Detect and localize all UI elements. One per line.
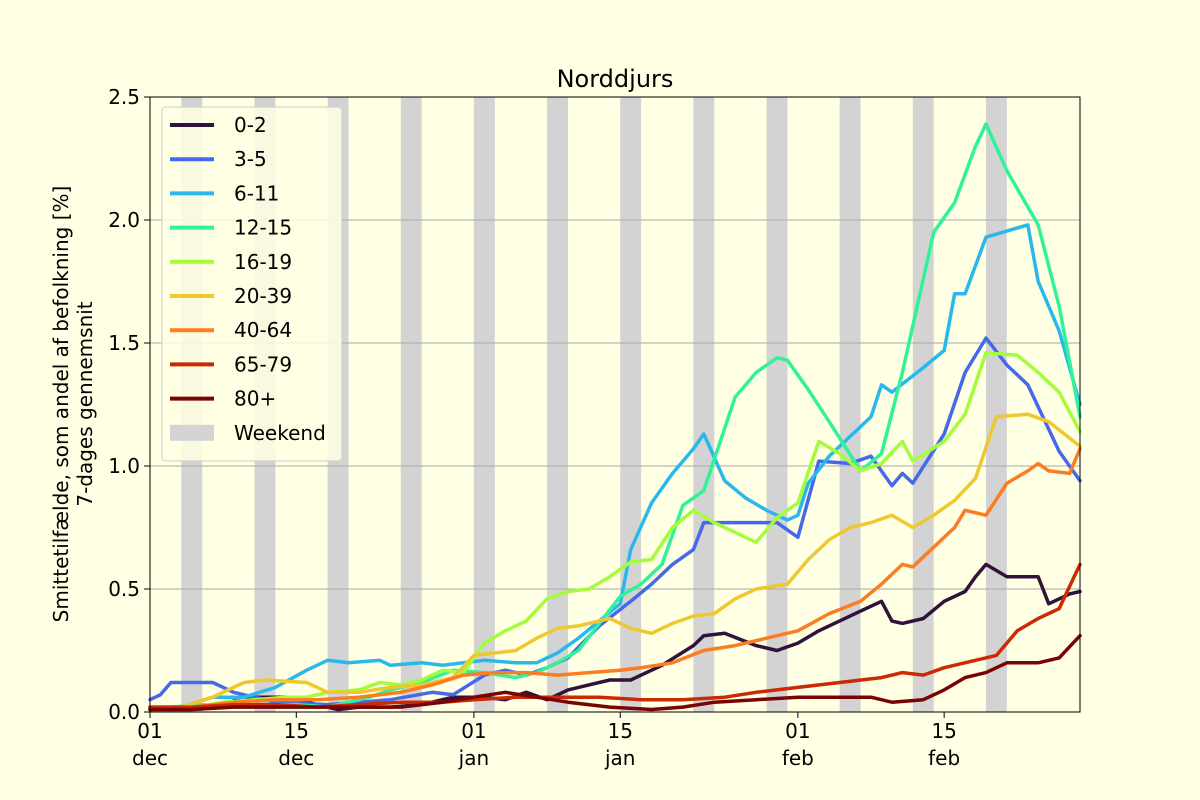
weekend-band bbox=[693, 97, 715, 712]
series-line-6-11 bbox=[148, 223, 1082, 712]
weekend-band bbox=[985, 97, 1007, 712]
legend: 0-2 3-5 6-11 12-15 16-19 20-39 40-64 65-79 80+ We… bbox=[161, 106, 343, 462]
y-tick-label: 1.0 bbox=[108, 454, 140, 478]
series-line-3-5 bbox=[148, 336, 1082, 707]
plot-frame bbox=[149, 96, 1081, 713]
legend-swatch-weekend bbox=[170, 424, 214, 441]
x-tick-label-month: dec bbox=[132, 746, 168, 770]
weekend-band bbox=[766, 97, 788, 712]
y-tick-label: 2.5 bbox=[108, 85, 140, 109]
series-lines bbox=[148, 122, 1082, 712]
y-axis-label-line-1: Smittetilfælde, som andel af befolkning … bbox=[49, 186, 73, 623]
legend-box bbox=[161, 106, 343, 462]
legend-label: 16-19 bbox=[234, 250, 292, 274]
weekend-band bbox=[400, 97, 422, 712]
y-axis-label-line-2: 7-dages gennemsnit bbox=[73, 301, 97, 506]
legend-label: 80+ bbox=[234, 387, 276, 411]
axes: 0.0 0.5 1.0 1.5 2.0 2.5 01 dec 15 dec 01 jan 15 jan 01… bbox=[108, 85, 960, 770]
x-tick-label-day: 01 bbox=[785, 719, 810, 743]
x-tick-label-month: jan bbox=[604, 746, 636, 770]
series-line-40-64 bbox=[148, 447, 1082, 712]
series-line-20-39 bbox=[148, 412, 1082, 709]
y-tick-label: 2.0 bbox=[108, 208, 140, 232]
chart-title: Norddjurs bbox=[557, 65, 674, 93]
y-tick-label: 0.5 bbox=[108, 577, 140, 601]
legend-label: 20-39 bbox=[234, 284, 292, 308]
y-tick-label: 1.5 bbox=[108, 331, 140, 355]
series-line-80+ bbox=[148, 633, 1082, 712]
legend-label: 3-5 bbox=[234, 147, 267, 171]
weekend-band bbox=[839, 97, 861, 712]
x-tick-label-day: 01 bbox=[461, 719, 486, 743]
x-tick-label-month: jan bbox=[458, 746, 490, 770]
legend-label: 6-11 bbox=[234, 181, 279, 205]
weekend-band bbox=[620, 97, 642, 712]
weekend-band bbox=[547, 97, 568, 712]
x-tick-label-day: 15 bbox=[931, 719, 956, 743]
x-tick-label-month: dec bbox=[278, 746, 314, 770]
x-tick-label-day: 01 bbox=[137, 719, 162, 743]
x-tick-label-month: feb bbox=[928, 746, 960, 770]
legend-label: 0-2 bbox=[234, 113, 267, 137]
y-axis-label: Smittetilfælde, som andel af befolkning … bbox=[49, 186, 97, 623]
weekend-bands bbox=[181, 97, 1007, 712]
x-tick-label-day: 15 bbox=[284, 719, 309, 743]
series-line-16-19 bbox=[148, 351, 1082, 712]
x-tick-label-day: 15 bbox=[607, 719, 632, 743]
y-tick-label: 0.0 bbox=[108, 700, 140, 724]
x-tick-label-month: feb bbox=[782, 746, 814, 770]
legend-label: 40-64 bbox=[234, 318, 292, 342]
legend-label: 65-79 bbox=[234, 352, 292, 376]
legend-label-weekend: Weekend bbox=[234, 421, 326, 445]
legend-label: 12-15 bbox=[234, 216, 292, 240]
weekend-band bbox=[473, 97, 495, 712]
